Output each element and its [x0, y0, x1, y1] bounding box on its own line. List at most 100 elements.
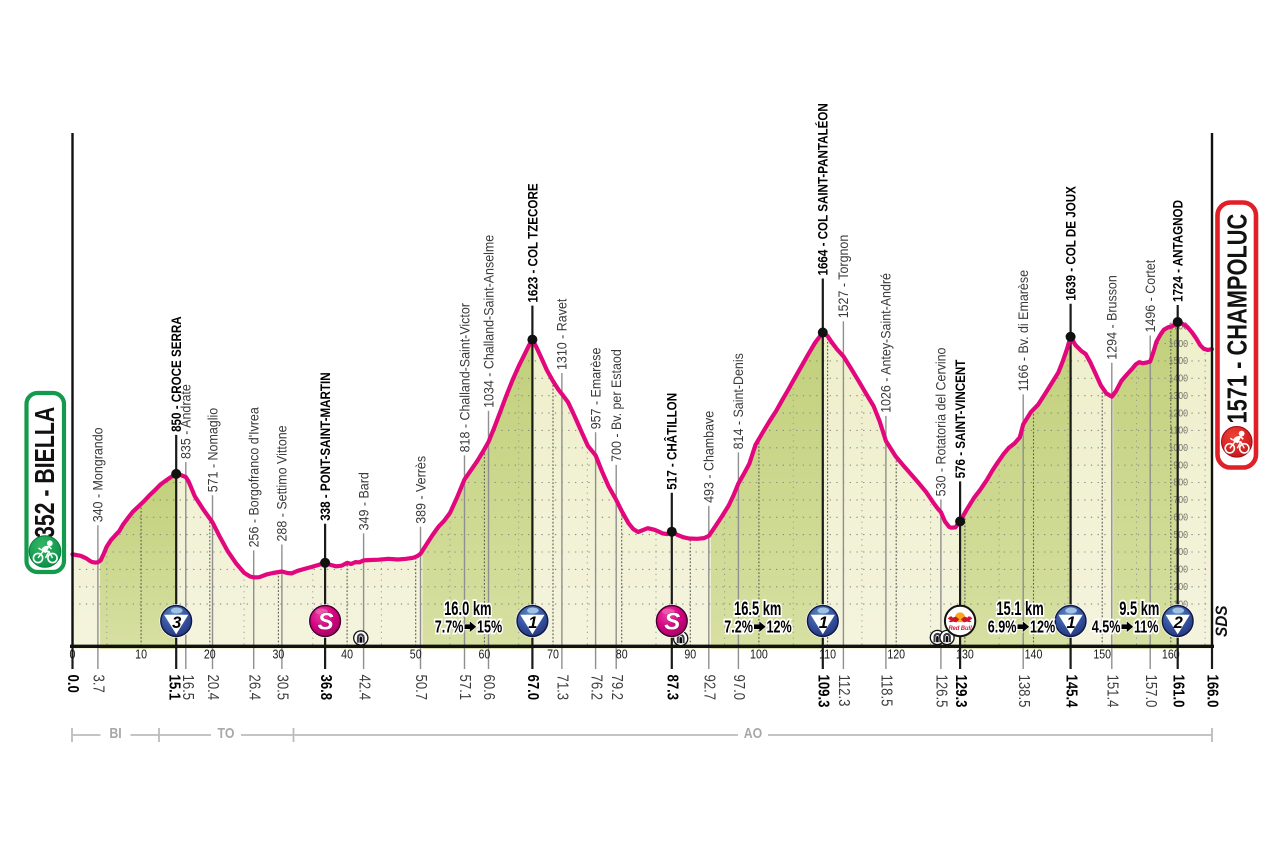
svg-text:16.5: 16.5: [179, 675, 196, 701]
svg-text:16.5 km: 16.5 km: [734, 599, 781, 620]
svg-text:200: 200: [1173, 580, 1188, 592]
svg-text:1: 1: [819, 614, 828, 632]
svg-text:1527 - Torgnon: 1527 - Torgnon: [835, 235, 851, 319]
svg-text:957 - Emarèse: 957 - Emarèse: [588, 348, 604, 430]
svg-text:120: 120: [887, 648, 905, 662]
svg-text:9.5 km: 9.5 km: [1119, 599, 1159, 620]
svg-text:150: 150: [1093, 648, 1111, 662]
svg-text:800: 800: [1173, 476, 1188, 488]
svg-text:109.3: 109.3: [814, 675, 831, 708]
svg-text:517 - CHÂTILLON: 517 - CHÂTILLON: [664, 393, 680, 490]
svg-text:1724 - ANTAGNOD: 1724 - ANTAGNOD: [1170, 200, 1186, 302]
svg-text:571 - Nomaglio: 571 - Nomaglio: [205, 408, 221, 492]
svg-text:10: 10: [135, 648, 147, 662]
svg-text:36.8: 36.8: [316, 675, 333, 701]
svg-text:S: S: [318, 609, 334, 636]
svg-text:30.5: 30.5: [273, 675, 290, 701]
svg-text:40: 40: [341, 648, 353, 662]
svg-text:15.1: 15.1: [165, 675, 182, 701]
svg-text:110: 110: [819, 648, 836, 662]
svg-text:118.5: 118.5: [877, 675, 894, 707]
svg-text:600: 600: [1173, 511, 1188, 523]
svg-text:352 - BIELLA: 352 - BIELLA: [29, 407, 61, 538]
svg-text:1166 - Bv. di Emarèse: 1166 - Bv. di Emarèse: [1015, 270, 1031, 391]
svg-text:349 - Bard: 349 - Bard: [356, 472, 372, 530]
svg-text:12%: 12%: [1030, 618, 1056, 638]
svg-text:850 - CROCE SERRA: 850 - CROCE SERRA: [168, 316, 184, 432]
svg-text:92.7: 92.7: [700, 675, 717, 701]
svg-text:16.0 km: 16.0 km: [444, 599, 491, 620]
svg-text:S: S: [664, 609, 680, 636]
svg-text:300: 300: [1173, 563, 1188, 575]
svg-text:818 - Challand-Saint-Victor: 818 - Challand-Saint-Victor: [457, 303, 473, 453]
svg-text:7.7%: 7.7%: [435, 618, 464, 638]
svg-text:AO: AO: [744, 725, 762, 741]
svg-text:BI: BI: [109, 725, 121, 741]
svg-text:576 - SAINT-VINCENT: 576 - SAINT-VINCENT: [952, 360, 968, 479]
svg-text:160: 160: [1162, 648, 1180, 662]
svg-text:151.4: 151.4: [1103, 675, 1120, 708]
svg-text:900: 900: [1173, 459, 1188, 471]
svg-text:493 - Chambave: 493 - Chambave: [701, 411, 717, 503]
svg-text:288 - Settimo Vittone: 288 - Settimo Vittone: [274, 425, 290, 541]
svg-text:400: 400: [1173, 546, 1188, 558]
svg-text:26.4: 26.4: [245, 675, 262, 701]
svg-text:1571 - CHAMPOLUC: 1571 - CHAMPOLUC: [1222, 214, 1253, 424]
svg-text:145.4: 145.4: [1062, 675, 1079, 708]
svg-text:20.4: 20.4: [204, 675, 221, 701]
svg-text:389 - Verrès: 389 - Verrès: [413, 456, 429, 524]
svg-text:1639 - COL DE JOUX: 1639 - COL DE JOUX: [1062, 186, 1078, 301]
svg-text:340 - Mongrando: 340 - Mongrando: [90, 427, 106, 522]
svg-text:60: 60: [478, 648, 490, 662]
svg-text:1026 - Antey-Saint-André: 1026 - Antey-Saint-André: [878, 273, 894, 413]
svg-text:87.3: 87.3: [663, 675, 680, 701]
svg-text:12%: 12%: [767, 618, 793, 638]
svg-text:530 - Rotatoria del Cervino: 530 - Rotatoria del Cervino: [933, 348, 949, 497]
svg-text:700: 700: [1173, 494, 1188, 506]
svg-text:100: 100: [1173, 598, 1188, 610]
svg-text:7.2%: 7.2%: [724, 618, 753, 638]
svg-text:0: 0: [70, 648, 76, 662]
svg-text:500: 500: [1173, 528, 1188, 540]
svg-text:3.7: 3.7: [89, 675, 106, 693]
svg-text:TO: TO: [218, 725, 235, 741]
svg-text:Red Bull: Red Bull: [949, 626, 972, 632]
svg-text:42.4: 42.4: [355, 675, 372, 701]
svg-text:4.5%: 4.5%: [1092, 618, 1121, 638]
svg-text:700 - Bv. per Estaod: 700 - Bv. per Estaod: [608, 349, 624, 462]
svg-text:57.1: 57.1: [456, 675, 473, 701]
svg-text:140: 140: [1025, 648, 1043, 662]
svg-text:70: 70: [547, 648, 559, 662]
svg-text:814 - Saint-Denis: 814 - Saint-Denis: [730, 353, 746, 450]
svg-text:1: 1: [528, 614, 537, 632]
svg-text:71.3: 71.3: [553, 675, 570, 701]
svg-text:3: 3: [172, 614, 181, 632]
svg-text:76.2: 76.2: [587, 675, 604, 701]
svg-text:1294 - Brusson: 1294 - Brusson: [1104, 275, 1120, 359]
svg-text:SDS: SDS: [1212, 605, 1231, 637]
svg-text:338 - PONT-SAINT-MARTIN: 338 - PONT-SAINT-MARTIN: [317, 372, 333, 520]
svg-text:1034 - Challand-Saint-Anselme: 1034 - Challand-Saint-Anselme: [481, 235, 497, 408]
svg-text:138.5: 138.5: [1015, 675, 1032, 708]
svg-text:79.2: 79.2: [608, 675, 625, 701]
svg-text:6.9%: 6.9%: [988, 618, 1017, 638]
svg-text:161.0: 161.0: [1169, 675, 1186, 708]
svg-text:1664 - COL SAINT-PANTALÉON: 1664 - COL SAINT-PANTALÉON: [815, 103, 831, 275]
svg-text:30: 30: [272, 648, 284, 662]
svg-text:157.0: 157.0: [1142, 675, 1159, 708]
svg-text:126.5: 126.5: [932, 675, 949, 708]
svg-text:1623 - COL TZECORE: 1623 - COL TZECORE: [524, 183, 540, 303]
svg-text:1: 1: [1067, 614, 1076, 632]
svg-text:90: 90: [684, 648, 696, 662]
svg-text:1496 - Cortet: 1496 - Cortet: [1142, 259, 1158, 332]
svg-text:129.3: 129.3: [951, 675, 968, 708]
svg-text:0.0: 0.0: [64, 675, 81, 693]
svg-text:97.0: 97.0: [730, 675, 747, 701]
svg-text:15.1 km: 15.1 km: [996, 599, 1043, 620]
svg-text:130: 130: [956, 648, 974, 662]
svg-text:112.3: 112.3: [835, 675, 852, 707]
svg-text:50: 50: [410, 648, 422, 662]
svg-text:50.7: 50.7: [412, 675, 429, 701]
svg-text:256 - Borgofranco d'Ivrea: 256 - Borgofranco d'Ivrea: [246, 407, 262, 548]
svg-text:20: 20: [204, 648, 216, 662]
